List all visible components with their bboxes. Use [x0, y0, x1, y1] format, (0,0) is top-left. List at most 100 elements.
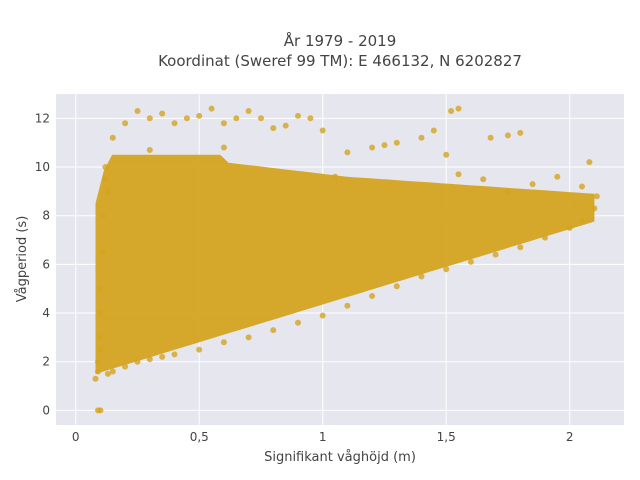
y-tick-label: 2 [42, 355, 50, 369]
scatter-point [295, 112, 301, 119]
scatter-point [418, 134, 425, 141]
scatter-point [245, 334, 252, 341]
chart-title-line-1: År 1979 - 2019 [284, 31, 397, 50]
scatter-point [467, 258, 474, 265]
scatter-point [233, 115, 240, 122]
scatter-point [134, 358, 141, 365]
scatter-point [393, 139, 400, 146]
scatter-point [146, 356, 153, 363]
scatter-point [146, 115, 153, 122]
scatter-point [95, 358, 101, 365]
scatter-point [122, 363, 129, 370]
scatter-point [97, 285, 104, 292]
y-axis-title: Vågperiod (s) [15, 216, 30, 303]
x-axis-title: Signifikant våghöjd (m) [264, 450, 416, 465]
scatter-point [381, 142, 388, 149]
scatter-point [586, 159, 593, 166]
scatter-point [171, 351, 178, 358]
scatter-point [122, 120, 129, 127]
scatter-point [102, 164, 109, 170]
scatter-point [109, 368, 116, 375]
scatter-point [504, 188, 511, 195]
scatter-point [295, 319, 301, 326]
chart-title-line-2: Koordinat (Sweref 99 TM): E 466132, N 62… [158, 52, 522, 70]
scatter-point [220, 339, 227, 346]
scatter-point [369, 293, 376, 299]
scatter-point [245, 108, 252, 114]
scatter-point [183, 115, 190, 122]
scatter-point [480, 176, 487, 183]
y-tick-label: 6 [42, 257, 50, 271]
scatter-point [97, 346, 104, 353]
scatter-point [344, 302, 351, 309]
scatter-point [492, 251, 499, 258]
scatter-point [220, 120, 227, 127]
scatter-point [104, 370, 111, 377]
scatter-point [517, 129, 524, 136]
x-tick-label: 2 [566, 430, 574, 444]
scatter-points [92, 105, 600, 414]
scatter-point [134, 108, 141, 114]
scatter-point [319, 312, 326, 319]
y-tick-label: 12 [35, 111, 50, 125]
scatter-point [593, 193, 600, 200]
scatter-point [455, 105, 462, 112]
scatter-point [159, 110, 166, 117]
scatter-point [430, 127, 437, 134]
scatter-point [159, 353, 166, 360]
x-tick-label: 0 [72, 430, 80, 444]
scatter-point [196, 346, 203, 353]
scatter-point [171, 120, 178, 127]
y-tick-label: 10 [35, 160, 50, 174]
scatter-point [344, 149, 351, 156]
scatter-point [95, 368, 101, 375]
scatter-point [542, 234, 548, 241]
scatter-point [97, 310, 104, 316]
scatter-point [270, 125, 277, 132]
scatter-point [97, 334, 104, 341]
scatter-point [517, 244, 524, 251]
scatter-point [92, 375, 99, 382]
scatter-point [99, 212, 106, 219]
x-tick-label: 1,5 [437, 430, 456, 444]
scatter-point [146, 147, 153, 153]
scatter-point [104, 188, 111, 195]
scatter-point [258, 115, 264, 122]
scatter-point [307, 115, 314, 122]
scatter-point [487, 134, 494, 141]
scatter-point [220, 144, 227, 151]
scatter-point [282, 122, 289, 129]
scatter-point [109, 134, 116, 141]
scatter-point [504, 132, 511, 139]
scatter-point [566, 224, 573, 231]
scatter-point [443, 151, 450, 158]
scatter-point [579, 217, 585, 224]
scatter-point [332, 173, 339, 180]
scatter-point [579, 183, 585, 190]
y-tick-label: 4 [42, 306, 50, 320]
scatter-point [393, 283, 400, 290]
scatter-point [270, 327, 277, 334]
x-tick-label: 0,5 [190, 430, 209, 444]
scatter-point [443, 266, 450, 273]
y-tick-label: 8 [42, 209, 50, 223]
x-tick-label: 1 [319, 430, 327, 444]
scatter-point [97, 407, 104, 414]
scatter-point [591, 205, 598, 212]
scatter-point [99, 249, 106, 256]
scatter-point [369, 144, 376, 151]
scatter-point [554, 173, 561, 180]
axis-ticks: 0 0,5 1 1,5 2 0 2 4 6 8 10 12 [35, 111, 574, 444]
scatter-point [208, 105, 215, 112]
scatter-point [102, 176, 109, 183]
scatter-point [529, 181, 536, 188]
scatter-point [448, 108, 455, 114]
scatter-point [319, 127, 326, 134]
scatter-point [418, 273, 425, 280]
scatter-point [196, 112, 203, 119]
y-tick-label: 0 [42, 403, 50, 417]
scatter-density-region [95, 154, 595, 374]
scatter-point [455, 171, 462, 178]
